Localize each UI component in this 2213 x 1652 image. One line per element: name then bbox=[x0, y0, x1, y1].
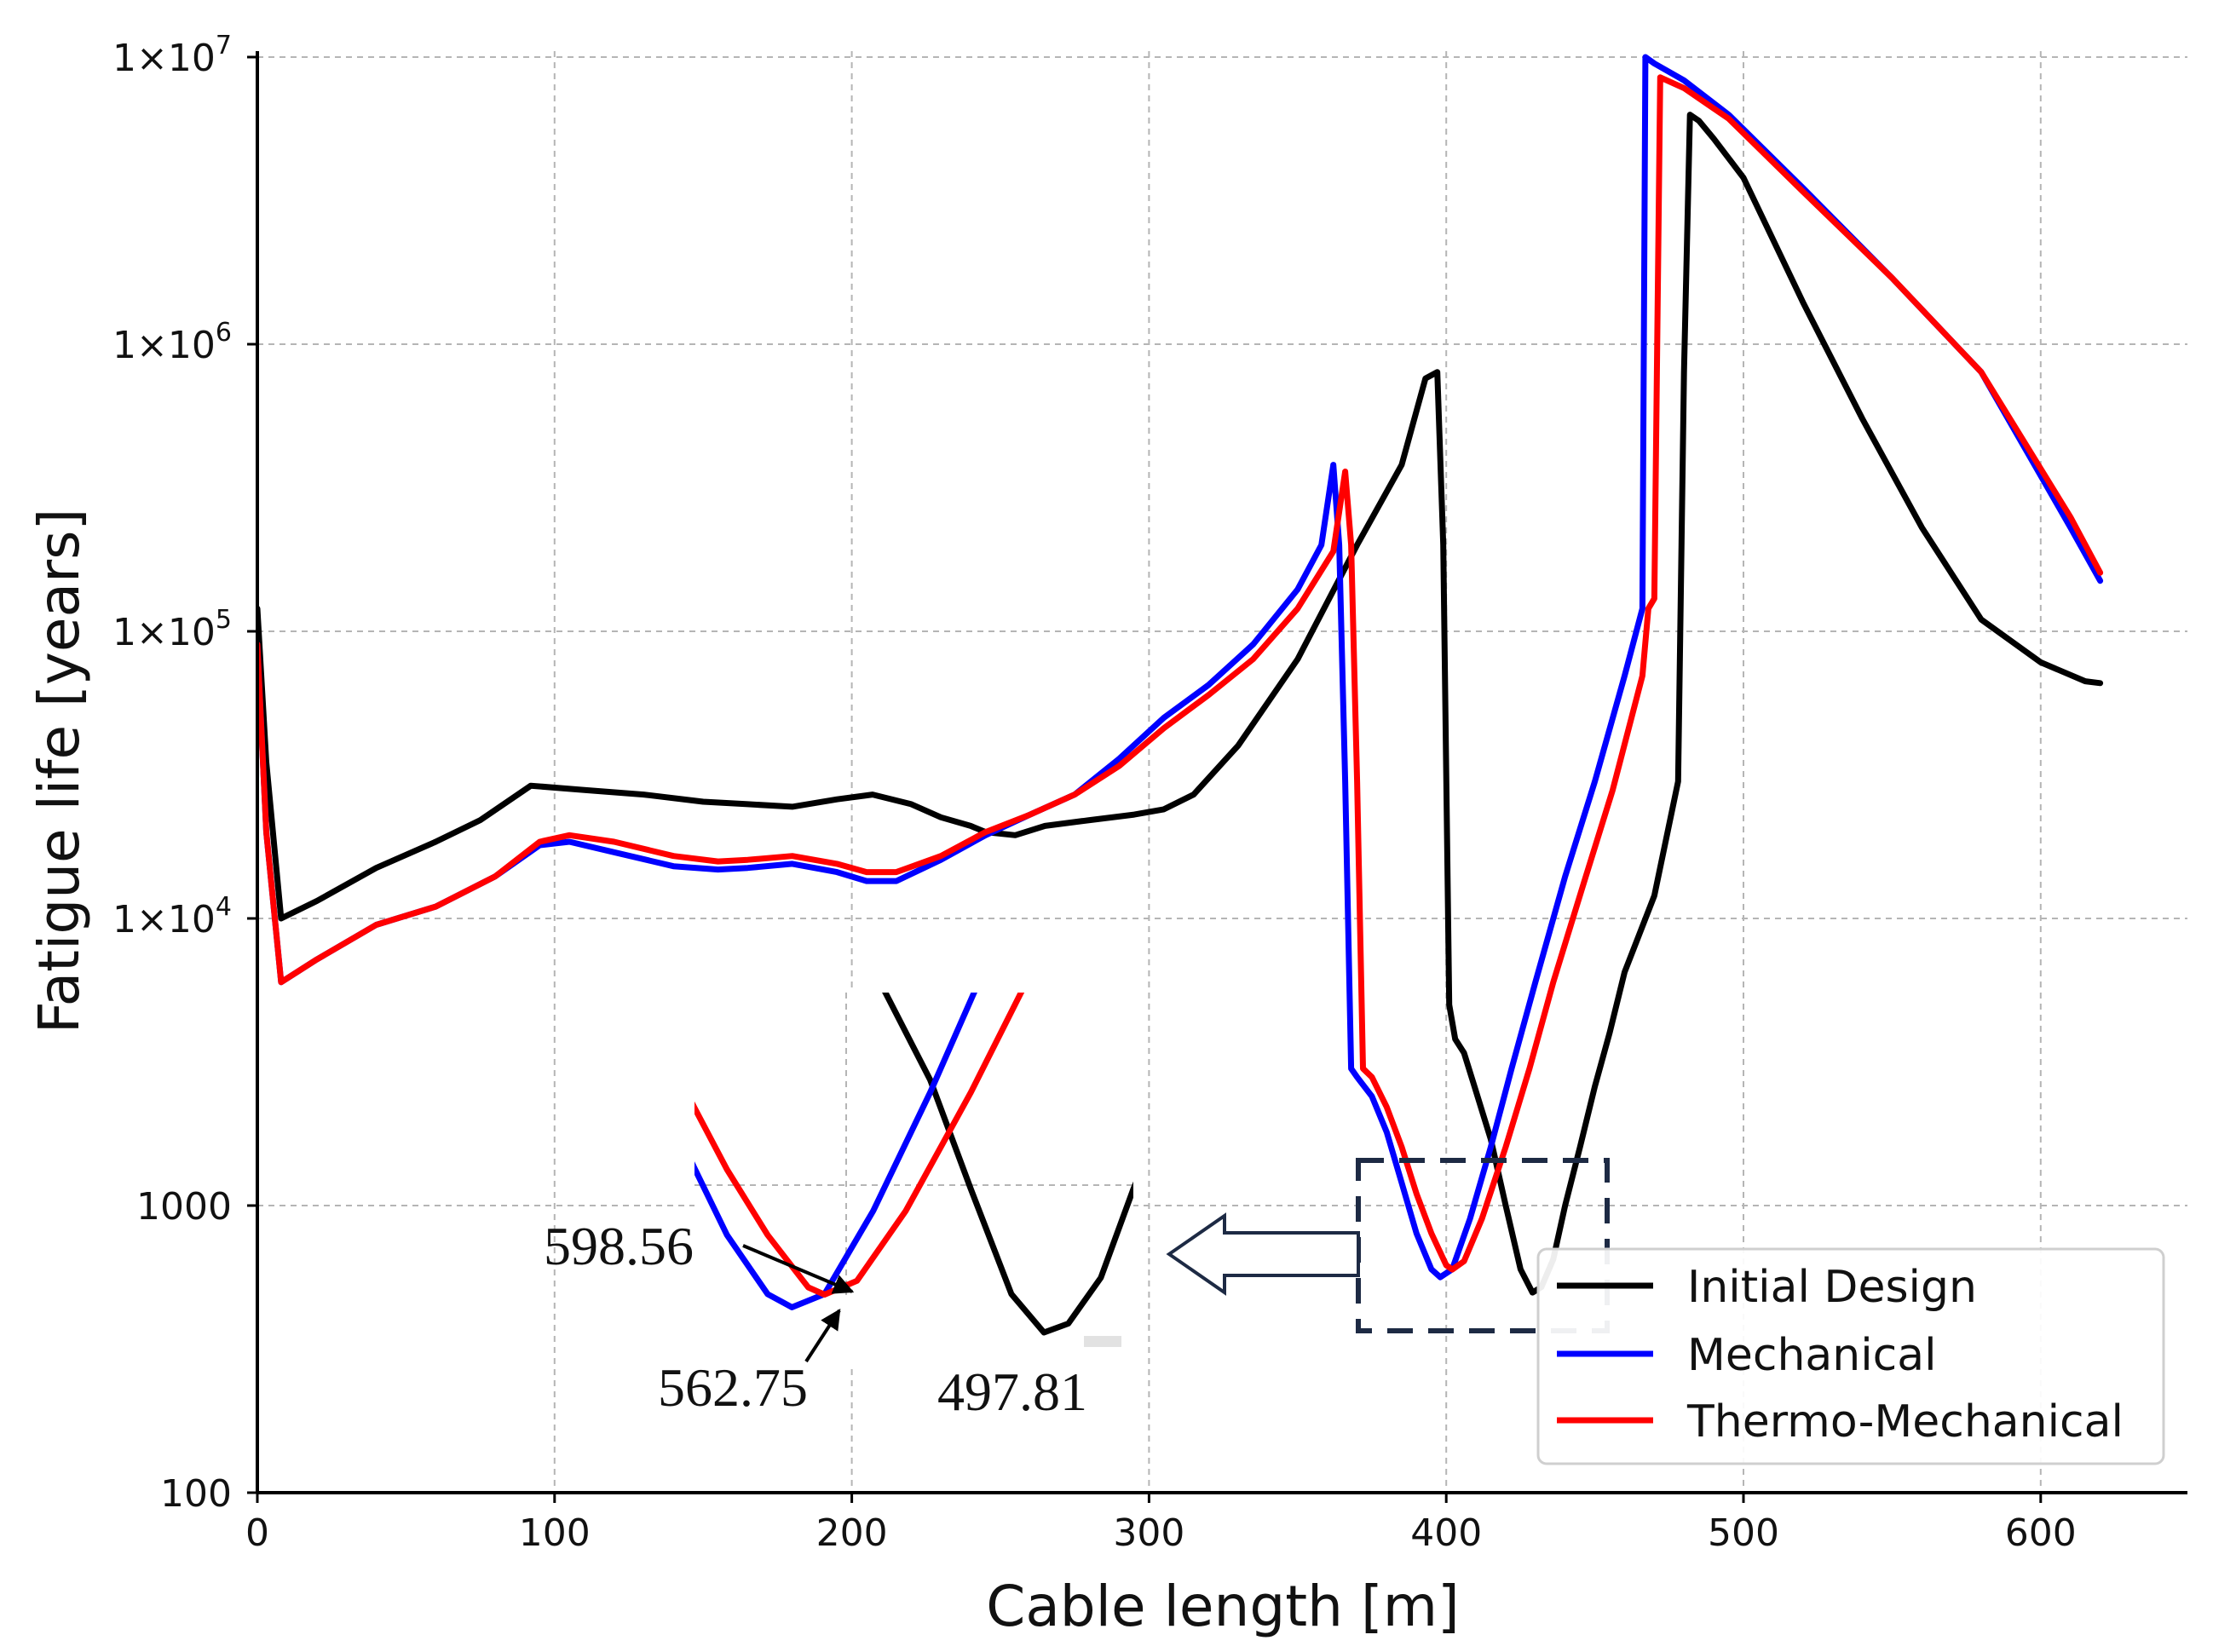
y-tick-label: 1×105 bbox=[112, 605, 232, 654]
y-tick-label: 1×107 bbox=[112, 31, 232, 80]
legend: Initial Design Mechanical Thermo-Mechani… bbox=[1536, 1247, 2165, 1465]
series-line-mechanical bbox=[256, 54, 2104, 1281]
legend-frame bbox=[1536, 1247, 2165, 1465]
inset-background bbox=[694, 993, 1133, 1367]
arrow-mechanical-min bbox=[804, 1308, 841, 1363]
x-tick-label: 500 bbox=[1708, 1511, 1779, 1555]
x-axis-title: Cable length [m] bbox=[986, 1574, 1460, 1639]
label-thermo-mechanical-min: 598.56 bbox=[544, 1216, 694, 1276]
inset-zoom-panel bbox=[694, 993, 1133, 1367]
label-mechanical-min: 562.75 bbox=[658, 1357, 808, 1418]
y-tick-label: 1×106 bbox=[112, 318, 232, 367]
arrow-thermo-mechanical-min bbox=[742, 1244, 855, 1294]
x-tick-label: 300 bbox=[1113, 1511, 1184, 1555]
legend-label-thermo-mechanical: Thermo-Mechanical bbox=[1686, 1396, 2124, 1448]
series-line-initial-design bbox=[256, 112, 2104, 1296]
inset-annotations: 598.56 562.75 497.81 bbox=[544, 1216, 1087, 1422]
y-tick-label: 1×104 bbox=[112, 892, 232, 941]
zoom-arrow-icon bbox=[1166, 1212, 1360, 1296]
series-line-thermo-mechanical bbox=[256, 74, 2104, 1273]
x-tick-label: 600 bbox=[2005, 1511, 2077, 1555]
legend-label-initial-design: Initial Design bbox=[1687, 1262, 1977, 1313]
x-tick-label: 400 bbox=[1410, 1511, 1482, 1555]
label-initial-design-min: 497.81 bbox=[937, 1361, 1087, 1422]
x-tick-label: 200 bbox=[816, 1511, 888, 1555]
y-axis-title: Fatigue life [years] bbox=[26, 509, 92, 1034]
x-tick-label: 0 bbox=[245, 1511, 269, 1555]
series-layer bbox=[256, 54, 2104, 1296]
y-tick-label: 100 bbox=[160, 1472, 232, 1516]
ticks: 0 100 200 300 400 500 600 100 1000 1×104 1×105 1×10… bbox=[112, 31, 2077, 1555]
legend-label-mechanical: Mechanical bbox=[1687, 1330, 1937, 1381]
y-tick-label: 1000 bbox=[136, 1185, 232, 1229]
x-tick-label: 100 bbox=[519, 1511, 591, 1555]
inset-corner-mark bbox=[1084, 1336, 1121, 1347]
